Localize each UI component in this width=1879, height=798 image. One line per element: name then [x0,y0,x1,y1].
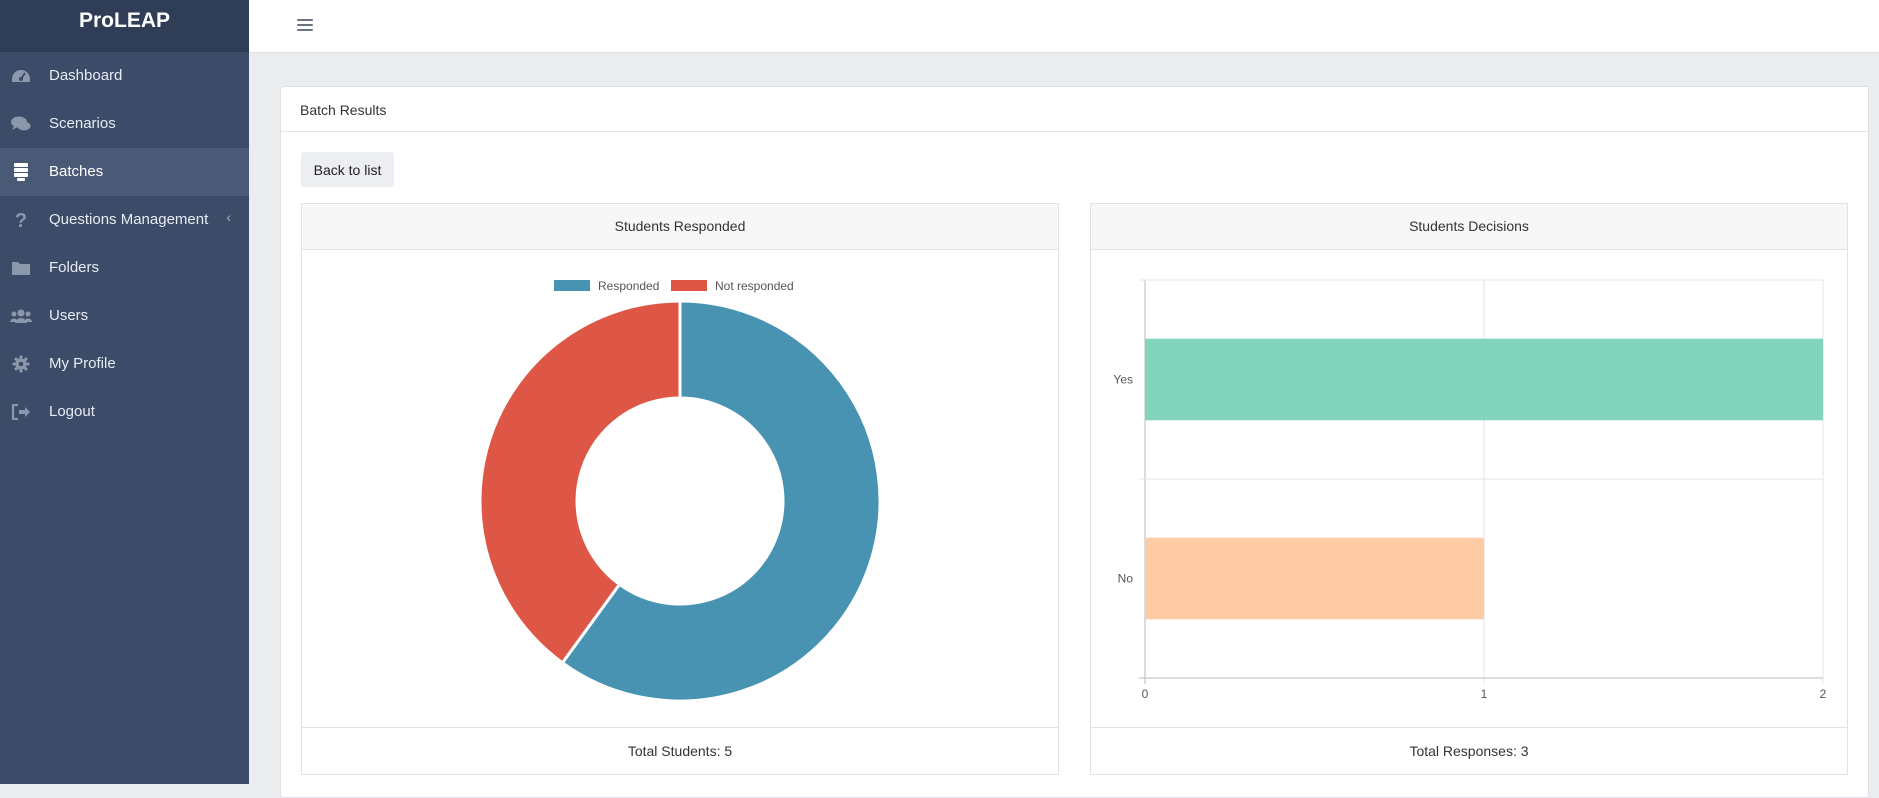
x-tick-label: 2 [1820,687,1827,701]
bar-yes [1145,338,1823,421]
sidebar-item-label: Scenarios [49,115,116,132]
menu-toggle-icon[interactable] [295,14,317,36]
y-tick-label: Yes [1113,373,1133,387]
card-header: Students Responded [302,204,1058,250]
doughnut-chart: Responded Not responded [478,279,882,703]
brand-logo[interactable]: ProLEAP [0,0,249,52]
bar-chart: Yes No 0 1 2 [1113,279,1827,701]
chart-area: Yes No 0 1 2 [1091,250,1847,727]
card-header: Students Decisions [1091,204,1847,250]
sidebar-item-dashboard[interactable]: Dashboard [0,52,249,100]
top-bar [249,0,1879,53]
sidebar-item-batches[interactable]: Batches [0,148,249,196]
sidebar-item-scenarios[interactable]: Scenarios [0,100,249,148]
chevron-left-icon: ‹ [226,209,231,225]
chat-bubbles-icon [10,114,32,134]
sidebar-item-label: Users [49,307,89,324]
chart-area: Responded Not responded [302,250,1058,727]
sidebar-item-label: Logout [49,403,95,420]
card-footer: Total Responses: 3 [1091,727,1847,774]
svg-text:?: ? [15,210,27,230]
legend-swatch [554,280,590,291]
sidebar-item-users[interactable]: Users [0,292,249,340]
x-tick-label: 0 [1142,687,1149,701]
students-decisions-card: Students Decisions Yes No 0 1 2 Total Respon… [1090,203,1848,775]
list-icon [10,162,32,182]
sidebar-item-label: Folders [49,259,100,276]
slice-not-responded [478,299,682,665]
sidebar-item-label: Dashboard [49,67,123,84]
sidebar-item-folders[interactable]: Folders [0,244,249,292]
sidebar-item-logout[interactable]: Logout [0,388,249,436]
panel-title: Batch Results [300,102,387,118]
sidebar-item-questions-management[interactable]: ? Questions Management ‹ [0,196,249,244]
x-tick-label: 1 [1481,687,1488,701]
y-tick-label: No [1118,572,1134,586]
sidebar-item-my-profile[interactable]: My Profile [0,340,249,388]
logout-icon [10,402,32,422]
sidebar-item-label: Questions Management [49,211,209,228]
question-icon: ? [10,210,32,230]
sidebar-item-label: My Profile [49,355,116,372]
folder-icon [10,258,32,278]
gear-icon [10,354,32,374]
users-icon [10,306,32,326]
legend-swatch [671,280,707,291]
back-to-list-button[interactable]: Back to list [301,152,394,187]
panel-header: Batch Results [281,87,1868,132]
sidebar: ProLEAP Dashboard Scenarios Batches? Questi… [0,0,249,784]
legend-label: Responded [598,279,659,293]
card-footer: Total Students: 5 [302,727,1058,774]
dashboard-icon [10,66,32,86]
batch-results-panel: Batch Results Back to list Students Resp… [280,86,1869,798]
bar-no [1145,537,1484,620]
sidebar-nav: Dashboard Scenarios Batches? Questions Mana… [0,52,249,436]
students-responded-card: Students Responded Responded Not responde… [301,203,1059,775]
sidebar-item-label: Batches [49,163,104,180]
slice-responded [560,299,882,703]
legend-label: Not responded [715,279,794,293]
